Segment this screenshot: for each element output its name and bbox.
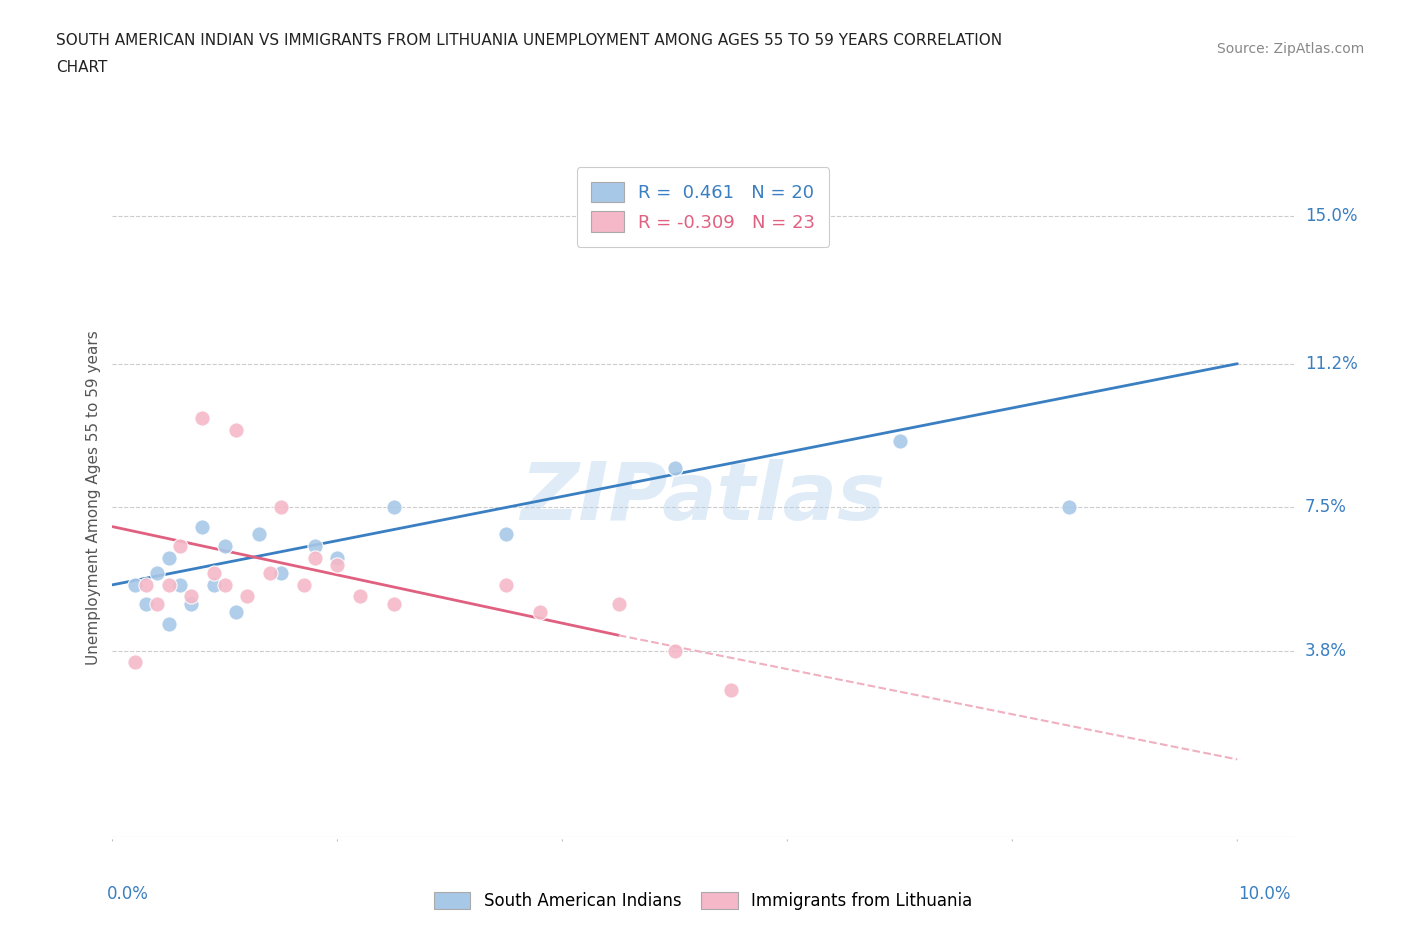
Point	[529, 604, 551, 619]
Point	[607, 597, 630, 612]
Point	[664, 644, 686, 658]
Text: 15.0%: 15.0%	[1305, 207, 1357, 225]
Point	[135, 597, 157, 612]
Point	[270, 565, 292, 580]
Point	[146, 597, 169, 612]
Y-axis label: Unemployment Among Ages 55 to 59 years: Unemployment Among Ages 55 to 59 years	[86, 330, 101, 665]
Point	[146, 565, 169, 580]
Point	[382, 499, 405, 514]
Point	[349, 589, 371, 604]
Point	[202, 565, 225, 580]
Point	[1057, 499, 1080, 514]
Point	[157, 551, 180, 565]
Point	[135, 578, 157, 592]
Text: 7.5%: 7.5%	[1305, 498, 1347, 516]
Point	[495, 578, 517, 592]
Text: Source: ZipAtlas.com: Source: ZipAtlas.com	[1216, 42, 1364, 56]
Point	[124, 655, 146, 670]
Text: SOUTH AMERICAN INDIAN VS IMMIGRANTS FROM LITHUANIA UNEMPLOYMENT AMONG AGES 55 TO: SOUTH AMERICAN INDIAN VS IMMIGRANTS FROM…	[56, 33, 1002, 47]
Point	[326, 558, 349, 573]
Point	[236, 589, 259, 604]
Point	[124, 578, 146, 592]
Point	[180, 597, 202, 612]
Point	[304, 538, 326, 553]
Point	[169, 578, 191, 592]
Point	[382, 597, 405, 612]
Text: 0.0%: 0.0%	[107, 884, 149, 902]
Point	[157, 578, 180, 592]
Point	[180, 589, 202, 604]
Point	[214, 578, 236, 592]
Legend: South American Indians, Immigrants from Lithuania: South American Indians, Immigrants from …	[427, 885, 979, 917]
Point	[225, 422, 247, 437]
Point	[191, 519, 214, 534]
Point	[202, 578, 225, 592]
Point	[664, 461, 686, 476]
Point	[720, 682, 742, 697]
Text: CHART: CHART	[56, 60, 108, 75]
Point	[214, 538, 236, 553]
Point	[326, 551, 349, 565]
Text: ZIPatlas: ZIPatlas	[520, 458, 886, 537]
Text: 11.2%: 11.2%	[1305, 354, 1357, 373]
Point	[247, 527, 270, 542]
Point	[225, 604, 247, 619]
Text: 10.0%: 10.0%	[1239, 884, 1291, 902]
Point	[889, 434, 911, 449]
Point	[157, 617, 180, 631]
Point	[270, 499, 292, 514]
Point	[169, 538, 191, 553]
Point	[259, 565, 281, 580]
Legend: R =  0.461   N = 20, R = -0.309   N = 23: R = 0.461 N = 20, R = -0.309 N = 23	[576, 167, 830, 246]
Point	[191, 410, 214, 425]
Point	[304, 551, 326, 565]
Point	[292, 578, 315, 592]
Point	[495, 527, 517, 542]
Text: 3.8%: 3.8%	[1305, 642, 1347, 659]
